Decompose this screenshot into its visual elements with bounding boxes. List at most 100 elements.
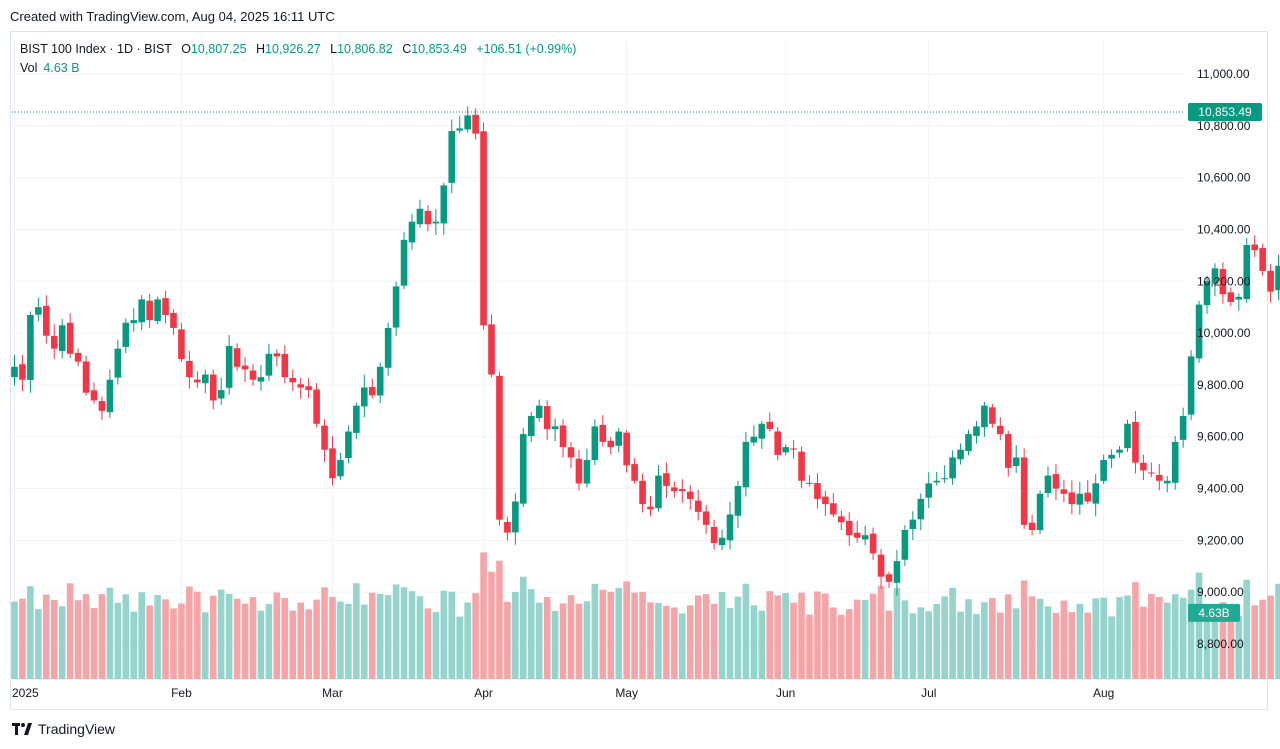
volume-bar [233,598,241,679]
volume-bars [11,552,1280,679]
candle-body [567,447,575,458]
volume-bar [1020,580,1028,679]
price-tick-label: 10,800.00 [1197,119,1251,133]
volume-bar [209,595,217,679]
volume-bar [997,612,1004,679]
low-value: 10,806.82 [337,42,393,56]
volume-bar [329,596,336,679]
price-tick-label: 9,200.00 [1197,533,1244,547]
volume-bar [567,595,575,679]
volume-bar [1028,596,1036,679]
volume-key[interactable]: Vol [20,61,38,75]
candle-body [27,314,34,381]
ohlc-row: BIST 100 Index · 1D · BIST O10,807.25 H1… [20,40,576,59]
volume-bar [1227,607,1235,679]
candle-body [98,401,106,411]
candle-body [631,464,638,481]
candle-body [512,501,519,533]
volume-bar [655,602,662,679]
volume-bar [1148,593,1155,679]
volume-bar [1211,611,1219,679]
candle-body [742,441,750,488]
volume-bar [297,602,304,679]
volume-bar [217,589,225,679]
candle-body [368,386,376,396]
volume-bar [1044,606,1052,679]
candle-body [885,574,893,582]
volume-bar [1203,606,1211,679]
candle-body [329,448,336,479]
price-tick-label: 10,000.00 [1197,326,1251,340]
candle-body [265,353,273,376]
volume-bar [671,607,678,679]
grid-lines [12,40,1184,679]
candle-body [448,131,456,183]
candle-body [766,421,774,429]
candle-body [146,300,153,321]
volume-bar [830,607,837,679]
open-key: O [181,42,191,56]
time-tick-label: 2025 [12,686,39,700]
volume-bar [583,601,591,679]
volume-bar [464,602,471,679]
volume-bar [265,603,273,679]
volume-bar [281,598,289,679]
volume-bar [1267,595,1274,679]
volume-bar [663,605,670,679]
volume-bar [392,584,400,679]
volume-bar [496,560,503,679]
candle-body [710,526,718,543]
candle-body [1028,522,1036,530]
candle-body [591,426,599,461]
volume-bar [225,593,233,679]
candle-body [750,436,758,443]
volume-bar [901,600,909,679]
candle-body [1267,270,1274,292]
candle-body [615,431,622,446]
candle-body [1132,421,1139,463]
symbol-label[interactable]: BIST 100 Index · 1D · BIST [20,42,172,56]
candle-body [774,431,781,455]
volume-bar [1140,606,1147,679]
volume-bar [639,591,646,679]
volume-bar [623,581,630,679]
candle-body [464,115,471,130]
volume-bar [178,603,185,679]
candle-body [106,379,114,413]
volume-bar [257,610,265,679]
candle-body [1171,441,1179,483]
candle-body [432,221,440,224]
candle-body [543,406,551,429]
volume-bar [146,605,153,679]
tradingview-logo[interactable]: TradingView [12,721,115,737]
candle-body [1060,489,1068,494]
candle-body [440,185,448,224]
volume-bar [520,576,527,679]
candle-body [663,473,670,486]
volume-bar [472,593,479,679]
volume-bar [981,602,988,679]
volume-bar [686,605,694,679]
volume-bar [949,587,956,679]
candle-body [1187,356,1195,415]
volume-bar [289,610,297,679]
time-tick-label: Apr [474,686,493,700]
candle-body [90,390,98,401]
volume-bar [877,585,885,679]
volume-bar [679,613,686,679]
volume-bar [1068,612,1076,679]
candle-body [209,374,217,401]
volume-bar [1259,599,1266,679]
volume-bar [241,603,249,679]
volume-bar [925,611,933,679]
volume-bar [66,583,74,679]
volume-bar [718,592,726,679]
price-tick-label: 10,200.00 [1197,274,1251,288]
volume-bar [19,598,26,679]
chart-frame[interactable] [10,31,1268,710]
volume-bar [965,599,972,679]
volume-bar [702,594,710,679]
volume-bar [1275,583,1280,679]
volume-bar [337,601,344,679]
